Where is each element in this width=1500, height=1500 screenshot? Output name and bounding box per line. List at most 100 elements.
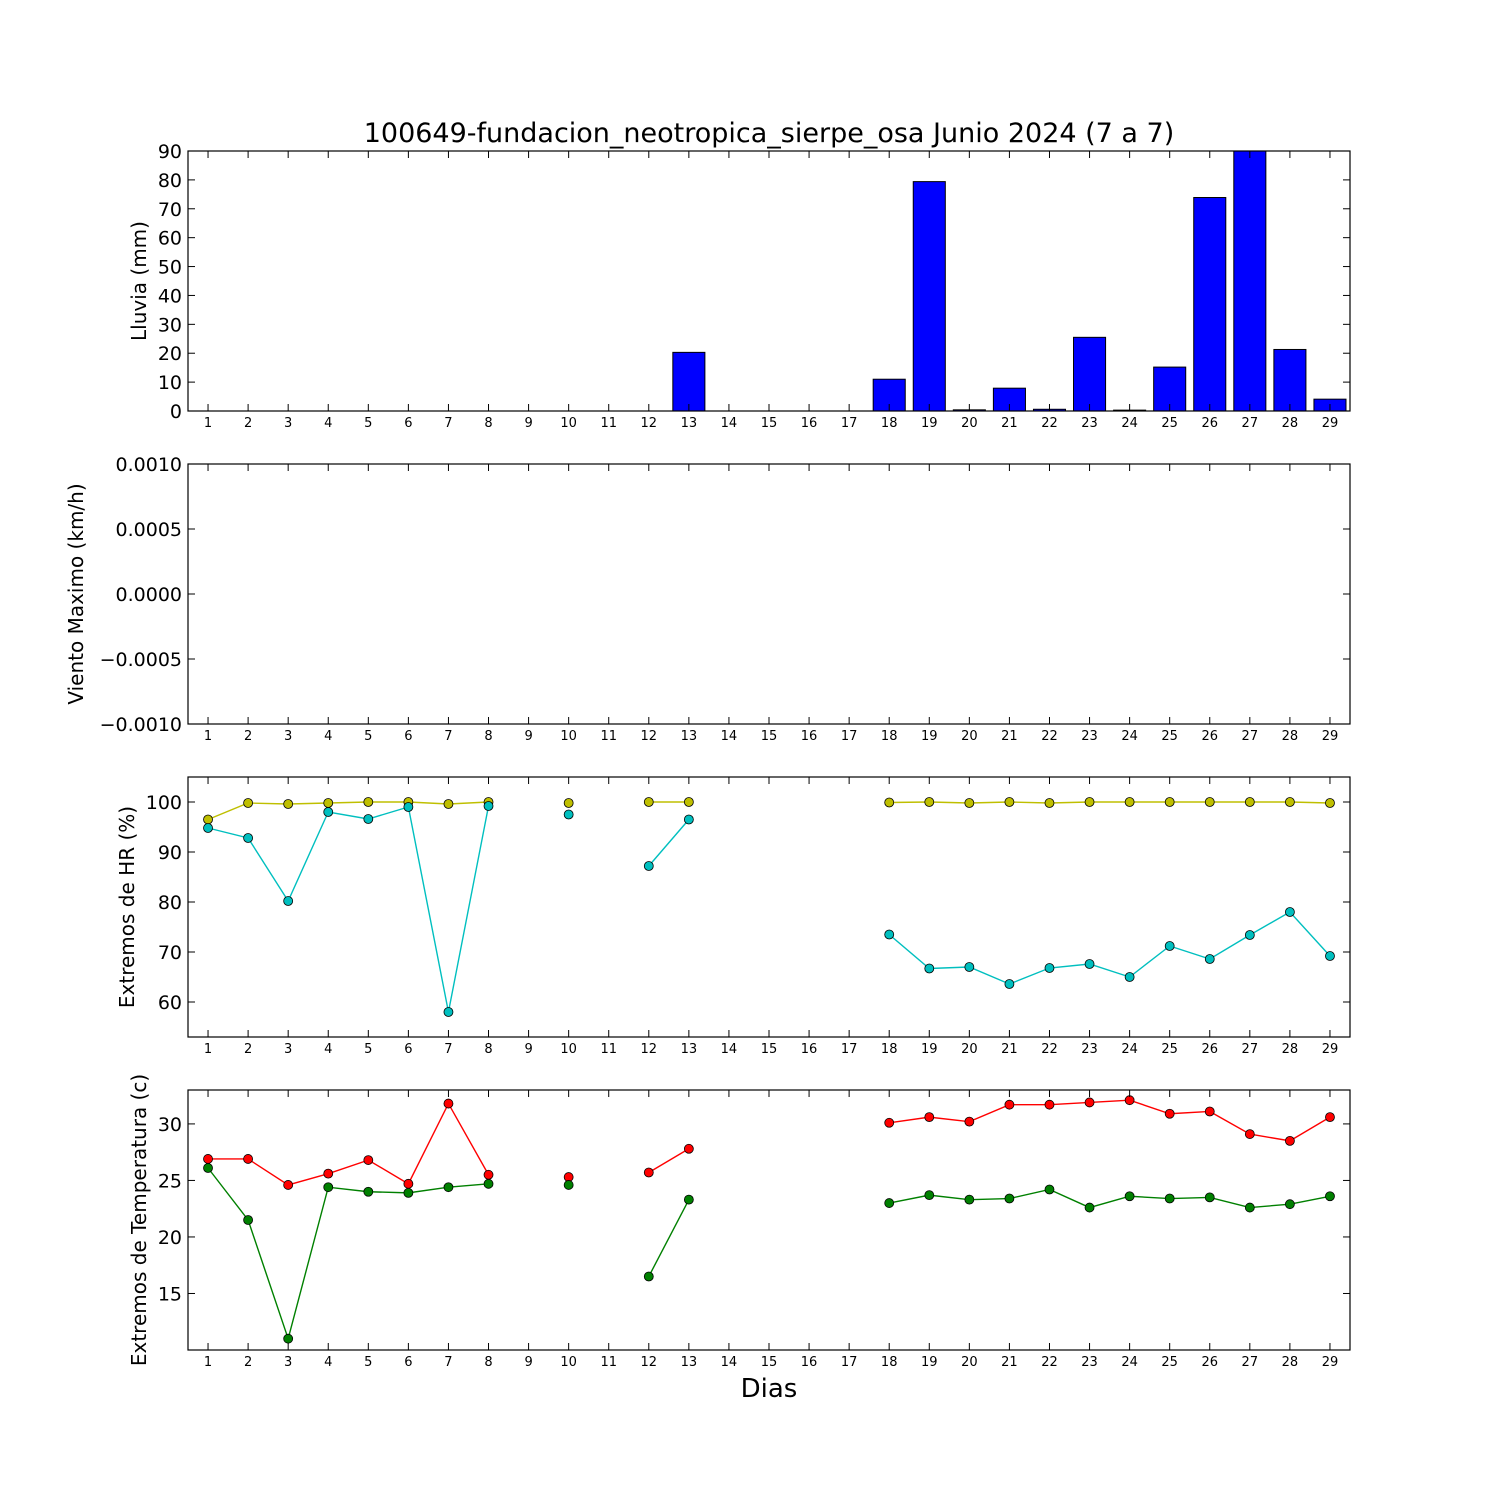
series-2-point-day-12 [643, 1271, 654, 1282]
x-tick-label: 13 [681, 729, 698, 744]
series-1-line-segment-1 [207, 801, 489, 821]
x-tick-label: 25 [1161, 416, 1178, 431]
series-1-point-day-26 [1204, 1106, 1215, 1117]
series-1-point-day-13 [683, 1143, 694, 1154]
series-2-point-day-24 [1124, 972, 1135, 982]
x-tick-label: 15 [761, 1355, 778, 1370]
series-2-point-day-10 [563, 809, 574, 820]
x-tick-label: 23 [1081, 416, 1098, 431]
series-1-point-day-7 [443, 799, 454, 809]
x-tick-label: 11 [600, 416, 617, 431]
series-1-point-day-20 [964, 798, 975, 808]
x-tick-label: 11 [600, 1355, 617, 1370]
series-2-point-day-4 [323, 1182, 334, 1193]
x-tick-label: 22 [1041, 1042, 1058, 1057]
bar-day-28 [1273, 348, 1307, 412]
series-2-point-day-18 [884, 1198, 895, 1208]
x-tick-label: 25 [1161, 729, 1178, 744]
x-tick-label: 17 [841, 416, 858, 431]
series-2-point-day-29 [1325, 951, 1335, 961]
series-2-point-day-13 [683, 814, 694, 825]
x-tick-label: 12 [641, 1355, 658, 1370]
series-1-point-day-5 [363, 797, 374, 807]
y-tick-label: 0.0010 [116, 454, 182, 476]
x-tick-label: 27 [1242, 1355, 1259, 1370]
y-tick-label: 80 [158, 892, 182, 914]
y-tick-label: 50 [158, 257, 182, 279]
series-2-line-segment-1 [207, 805, 490, 1013]
series-2-point-day-5 [363, 814, 374, 824]
x-tick-label: 14 [721, 729, 738, 744]
x-tick-label: 14 [721, 416, 738, 431]
series-2-point-day-1 [203, 823, 213, 833]
series-2-point-day-8 [483, 1178, 494, 1189]
series-1-point-day-27 [1244, 797, 1255, 807]
bar-day-27 [1233, 150, 1267, 412]
series-2-line-segment-3 [648, 819, 690, 867]
series-2-point-day-2 [243, 1215, 254, 1225]
series-2-point-day-4 [323, 807, 334, 817]
y-tick-label: 70 [158, 942, 182, 964]
series-1-point-day-23 [1084, 1097, 1095, 1108]
x-tick-label: 18 [881, 416, 898, 431]
series-2-point-day-3 [283, 1333, 294, 1344]
y-tick-label: 60 [158, 228, 182, 250]
x-tick-label: 10 [560, 1042, 577, 1057]
series-2-point-day-28 [1285, 907, 1295, 917]
series-2-point-day-13 [683, 1194, 694, 1205]
series-2-line-segment-1 [207, 1167, 489, 1342]
x-tick-label: 4 [324, 729, 332, 744]
y-tick-label: 25 [158, 1170, 182, 1192]
x-tick-label: 12 [641, 1042, 658, 1057]
x-tick-label: 28 [1282, 1042, 1299, 1057]
x-tick-label: 24 [1121, 1355, 1138, 1370]
x-tick-label: 9 [524, 729, 532, 744]
series-2-point-day-25 [1164, 1193, 1175, 1204]
x-tick-label: 14 [721, 1355, 738, 1370]
y-tick-label: 70 [158, 199, 182, 221]
y-tick-label: 15 [158, 1283, 182, 1305]
x-tick-label: 29 [1322, 416, 1339, 431]
x-tick-label: 27 [1242, 416, 1259, 431]
x-tick-label: 6 [404, 1355, 412, 1370]
x-tick-label: 22 [1041, 729, 1058, 744]
x-tick-label: 13 [681, 416, 698, 431]
x-tick-label: 24 [1121, 729, 1138, 744]
x-tick-label: 28 [1282, 416, 1299, 431]
x-tick-label: 16 [801, 1355, 818, 1370]
x-tick-label: 10 [560, 416, 577, 431]
x-tick-label: 20 [961, 1042, 978, 1057]
series-2-point-day-22 [1044, 963, 1055, 973]
x-tick-label: 29 [1322, 729, 1339, 744]
series-2-point-day-25 [1164, 941, 1175, 951]
x-tick-label: 16 [801, 1042, 818, 1057]
x-tick-label: 7 [444, 729, 452, 744]
bar-day-13 [672, 351, 706, 412]
x-tick-label: 20 [961, 729, 978, 744]
series-1-point-day-4 [323, 1168, 334, 1179]
y-axis-label: Viento Maximo (km/h) [64, 483, 88, 704]
series-1-point-day-22 [1044, 1099, 1055, 1110]
x-tick-label: 27 [1242, 729, 1259, 744]
x-tick-label: 7 [444, 1355, 452, 1370]
series-2-point-day-21 [1004, 979, 1015, 989]
y-axis-label: Extremos de HR (%) [115, 806, 139, 1008]
x-tick-label: 26 [1201, 1355, 1218, 1370]
x-tick-label: 3 [284, 1042, 292, 1057]
x-tick-label: 26 [1201, 416, 1218, 431]
series-1-point-day-18 [884, 1117, 895, 1128]
x-tick-label: 18 [881, 729, 898, 744]
series-1-point-day-28 [1285, 1135, 1295, 1146]
x-tick-label: 18 [881, 1042, 898, 1057]
series-2-point-day-19 [924, 1190, 935, 1201]
y-tick-label: 80 [158, 170, 182, 192]
y-tick-label: 90 [158, 842, 182, 864]
series-2-point-day-6 [403, 1187, 414, 1198]
series-1-point-day-23 [1084, 797, 1095, 807]
x-tick-label: 14 [721, 1042, 738, 1057]
x-tick-label: 28 [1282, 729, 1299, 744]
x-tick-label: 3 [284, 1355, 292, 1370]
